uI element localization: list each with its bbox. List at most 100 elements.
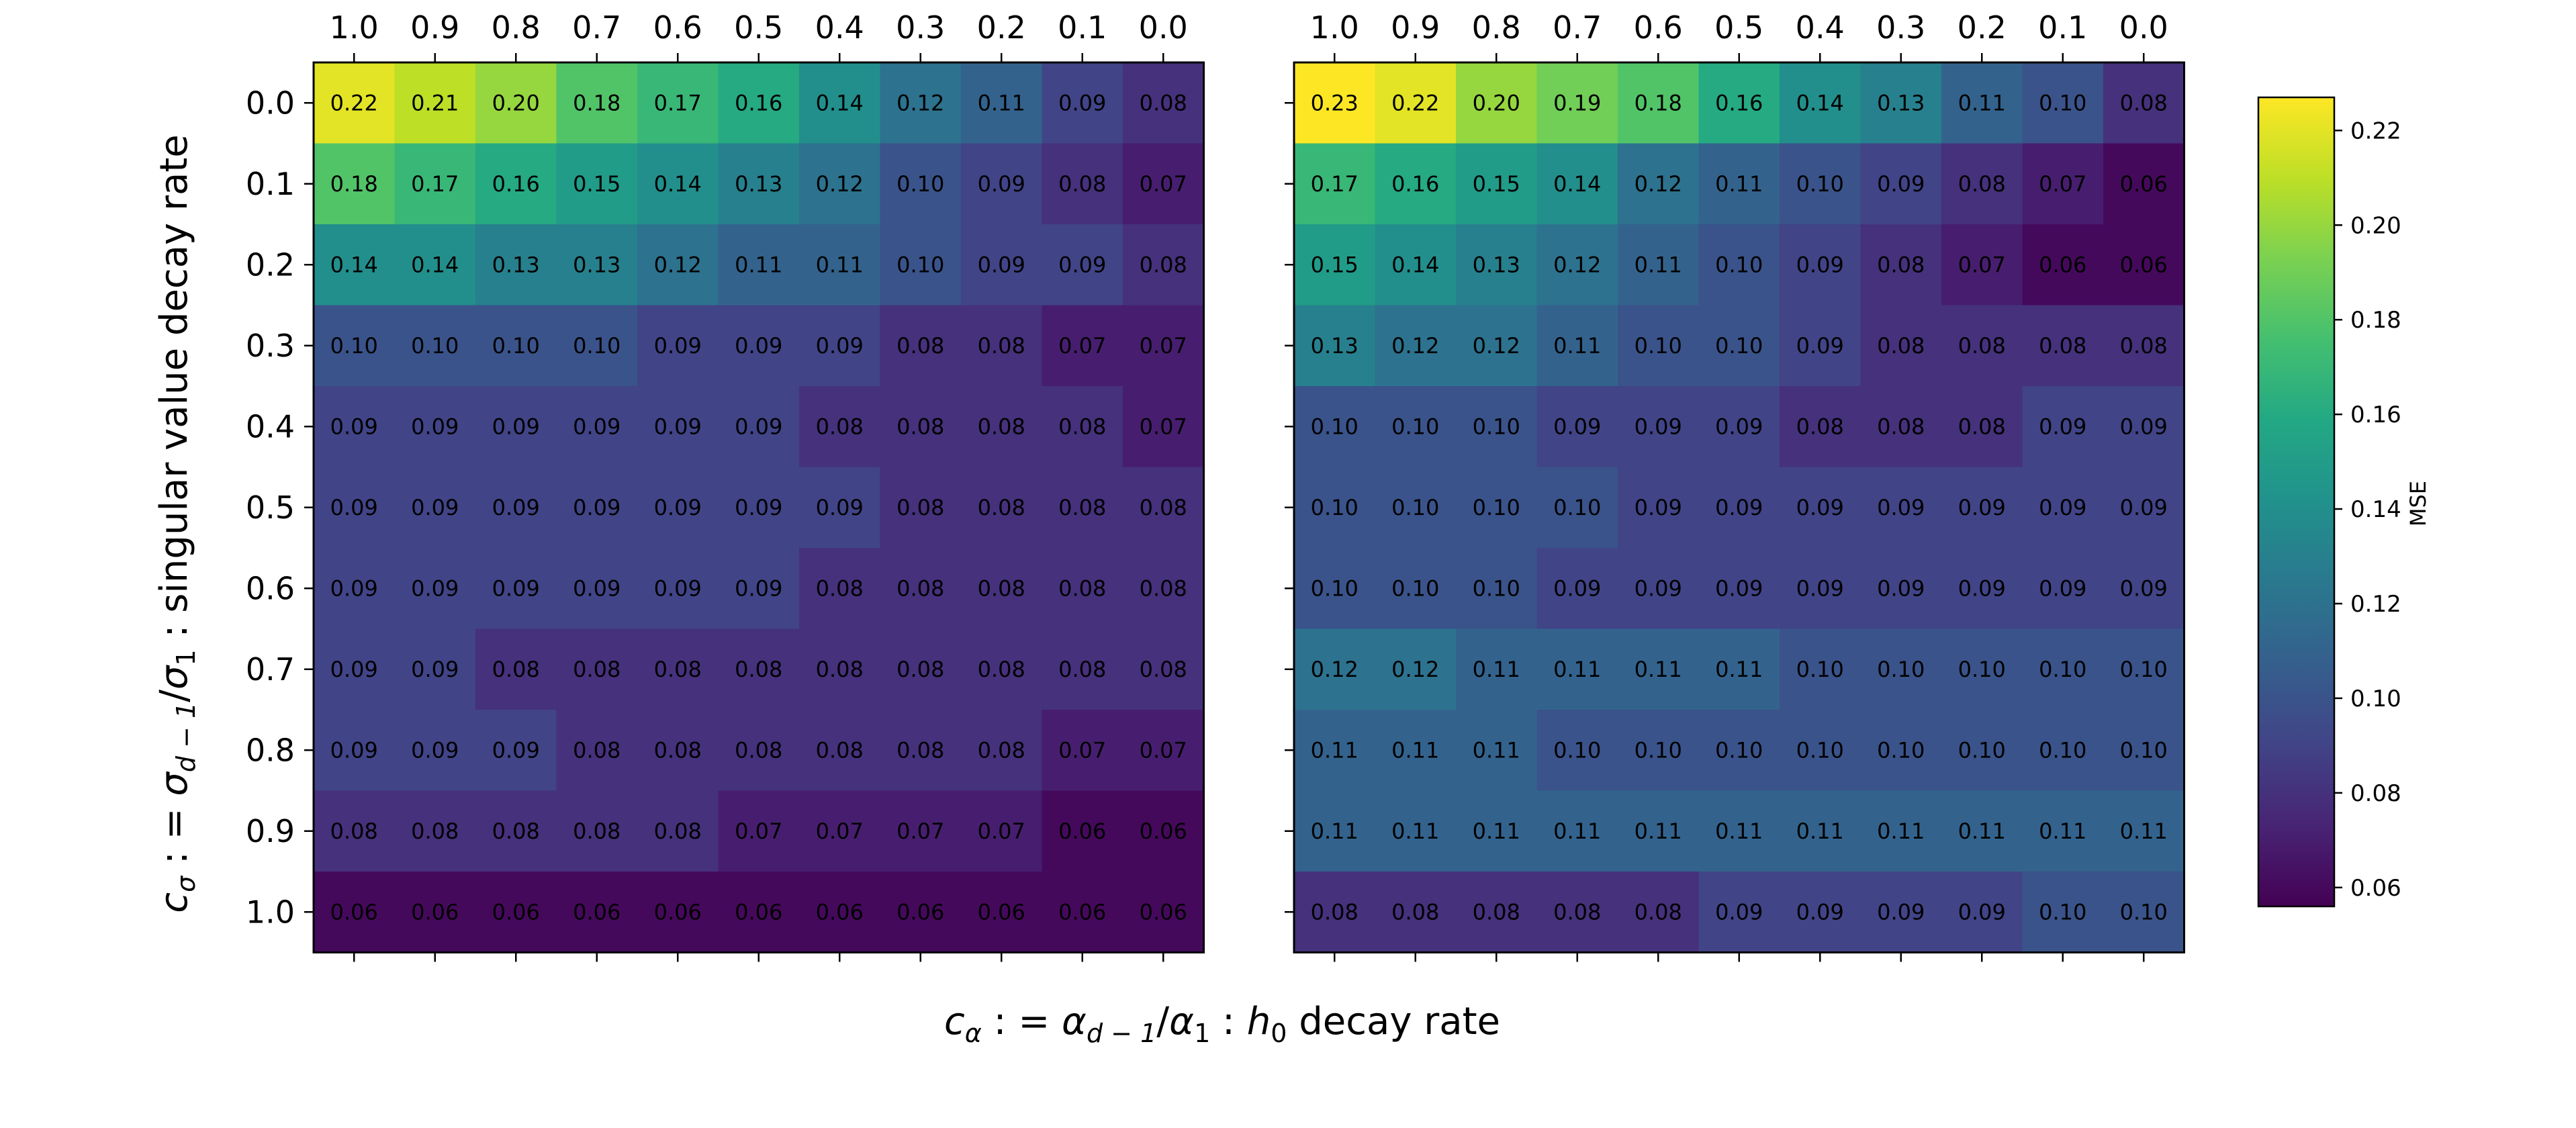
heatmap-cell [475, 386, 557, 468]
cell-value-label: 0.09 [2120, 495, 2168, 520]
cell-value-label: 0.08 [1877, 414, 1925, 439]
cell-value-label: 0.06 [978, 899, 1025, 925]
heatmap-cell [1618, 790, 1700, 872]
cell-value-label: 0.17 [1311, 171, 1359, 197]
cell-value-label: 0.08 [978, 657, 1025, 682]
heatmap-cell [799, 710, 881, 792]
heatmap-cell [880, 467, 962, 549]
cell-value-label: 0.08 [573, 737, 620, 763]
cell-value-label: 0.22 [1391, 90, 1439, 115]
heatmap-cell [1698, 710, 1780, 792]
heatmap-cell [718, 628, 800, 710]
cell-value-label: 0.09 [2039, 495, 2086, 520]
cell-value-label: 0.13 [573, 252, 620, 277]
cell-value-label: 0.06 [330, 899, 378, 925]
heatmap-cell [637, 143, 719, 225]
cell-value-label: 0.10 [2120, 737, 2168, 763]
cell-value-label: 0.09 [573, 414, 620, 439]
heatmap-cell [1780, 305, 1861, 387]
heatmap-cell [1294, 62, 1376, 144]
cell-value-label: 0.14 [1796, 90, 1844, 115]
x-tick-label: 0.1 [1058, 9, 1107, 46]
heatmap-cell [1860, 467, 1942, 549]
cell-value-label: 0.09 [1635, 495, 1682, 520]
heatmap-cell [2022, 143, 2104, 225]
heatmap-cell [1536, 872, 1618, 953]
heatmap-cell [2022, 386, 2104, 468]
heatmap-cell [1123, 628, 1205, 710]
cell-value-label: 0.07 [1958, 252, 2006, 277]
cell-value-label: 0.11 [1715, 657, 1763, 682]
cell-value-label: 0.09 [411, 414, 459, 439]
cell-value-label: 0.12 [1311, 657, 1359, 682]
heatmap-cell [961, 628, 1043, 710]
heatmap-cell [1860, 710, 1942, 792]
y-tick-label: 0.8 [246, 732, 295, 768]
heatmap-cell [1294, 224, 1376, 306]
cell-value-label: 0.09 [1635, 414, 1682, 439]
heatmap-cell [1860, 224, 1942, 306]
x-tick-label: 0.4 [815, 9, 864, 46]
heatmap-cell [1941, 872, 2023, 953]
heatmap-cell [314, 790, 396, 872]
cell-value-label: 0.16 [1715, 90, 1763, 115]
cell-value-label: 0.12 [1473, 333, 1520, 359]
heatmap-cell [880, 62, 962, 144]
heatmap-cell [880, 143, 962, 225]
cell-value-label: 0.08 [978, 414, 1025, 439]
cell-value-label: 0.09 [654, 333, 702, 359]
cell-value-label: 0.11 [1553, 333, 1601, 359]
y-axis-label: cσ : = σd − 1/σ1 : singular value decay … [152, 134, 201, 912]
x-tick-label: 0.6 [1634, 9, 1683, 46]
x-tick-label: 0.4 [1796, 9, 1845, 46]
heatmap-cell [961, 62, 1043, 144]
cell-value-label: 0.14 [1553, 171, 1601, 197]
x-tick-label: 0.1 [2038, 9, 2087, 46]
y-tick-label: 0.0 [246, 85, 295, 121]
cell-value-label: 0.13 [1877, 90, 1925, 115]
cell-value-label: 0.09 [1958, 495, 2006, 520]
heatmap-cell [1456, 790, 1538, 872]
cell-value-label: 0.07 [896, 818, 944, 844]
cell-value-label: 0.08 [330, 818, 378, 844]
heatmap-cell [1698, 872, 1780, 953]
heatmap-cell [961, 305, 1043, 387]
cell-value-label: 0.06 [1140, 899, 1187, 925]
heatmap-cell [1698, 224, 1780, 306]
cell-value-label: 0.10 [1635, 737, 1682, 763]
cell-value-label: 0.14 [1391, 252, 1439, 277]
cell-value-label: 0.11 [816, 252, 864, 277]
heatmap-cell [2103, 386, 2185, 468]
heatmap-cell [1536, 62, 1618, 144]
cell-value-label: 0.09 [1796, 899, 1844, 925]
cell-value-label: 0.07 [1140, 737, 1187, 763]
heatmap-cell [1456, 628, 1538, 710]
cell-value-label: 0.09 [978, 252, 1025, 277]
cell-value-label: 0.18 [1635, 90, 1682, 115]
heatmap-cell [2103, 790, 2185, 872]
cell-value-label: 0.09 [2120, 414, 2168, 439]
heatmap-cell [475, 467, 557, 549]
heatmap-cell [637, 467, 719, 549]
y-tick-label: 0.9 [246, 813, 295, 849]
cell-value-label: 0.08 [896, 495, 944, 520]
cell-value-label: 0.07 [816, 818, 864, 844]
cell-value-label: 0.08 [735, 657, 782, 682]
cell-value-label: 0.08 [978, 333, 1025, 359]
cell-value-label: 0.13 [492, 252, 540, 277]
heatmap-cell [1294, 548, 1376, 630]
cell-value-label: 0.08 [896, 333, 944, 359]
cell-value-label: 0.08 [1958, 171, 2006, 197]
heatmap-cell [1042, 305, 1123, 387]
colorbar-tick-label: 0.22 [2350, 117, 2401, 144]
heatmap-cell [880, 224, 962, 306]
heatmap-cell [1941, 62, 2023, 144]
cell-value-label: 0.10 [1796, 171, 1844, 197]
heatmap-cell [475, 143, 557, 225]
cell-value-label: 0.10 [1311, 495, 1359, 520]
heatmap-cell [1456, 710, 1538, 792]
cell-value-label: 0.19 [1553, 90, 1601, 115]
heatmap-cell [1375, 305, 1457, 387]
cell-value-label: 0.09 [1796, 495, 1844, 520]
heatmap-cell [1042, 628, 1123, 710]
